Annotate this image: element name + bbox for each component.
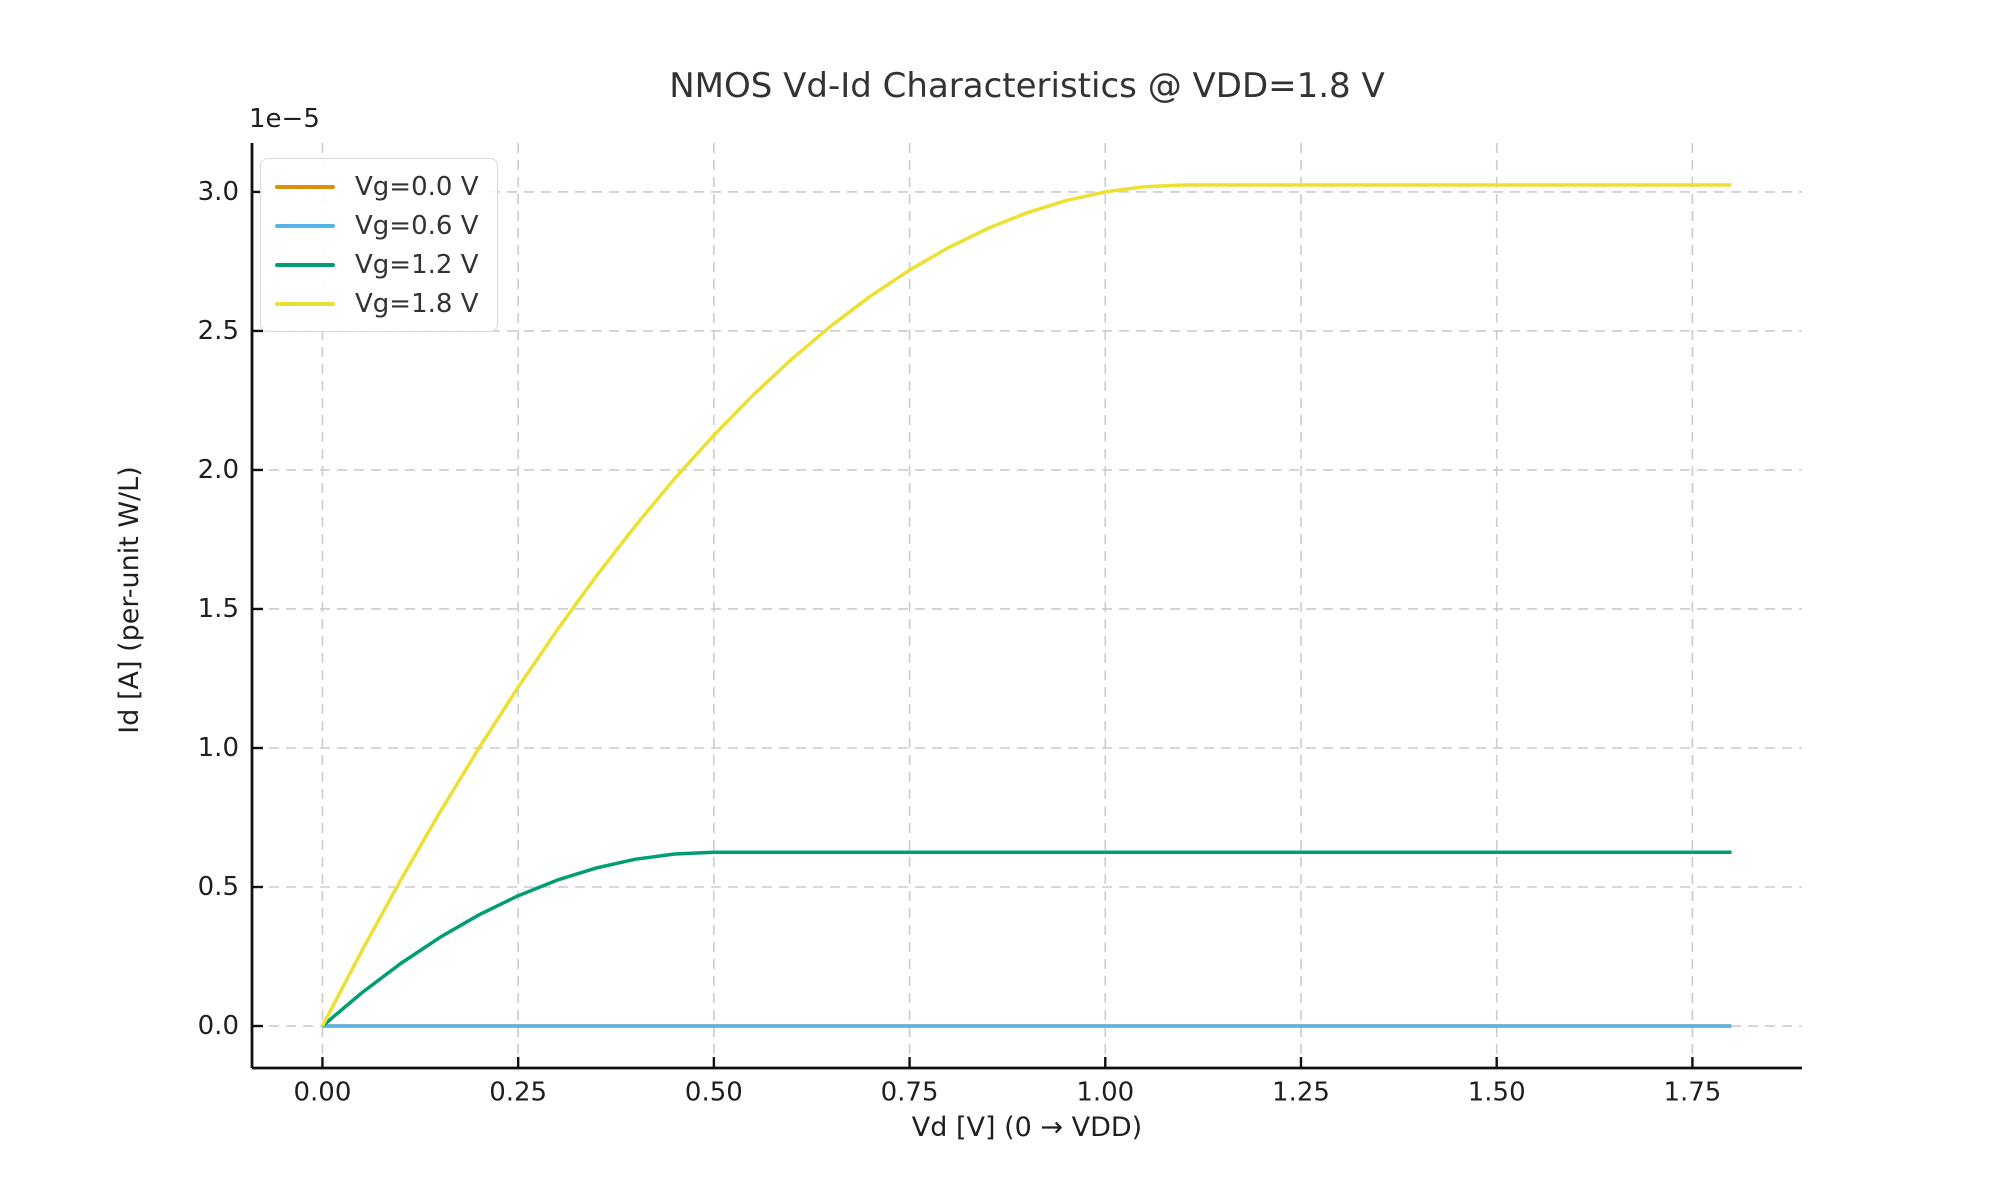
- legend-row: Vg=0.0 V: [261, 172, 497, 202]
- legend-line-swatch: [275, 301, 335, 306]
- legend-label: Vg=1.2 V: [355, 249, 479, 280]
- legend-row: Vg=1.2 V: [261, 250, 497, 280]
- y-tick-label: 1.5: [198, 594, 239, 624]
- x-tick-label: 1.00: [1076, 1077, 1134, 1107]
- y-tick-label: 2.5: [198, 316, 239, 346]
- y-axis-offset-text: 1e−5: [249, 104, 320, 134]
- legend-row: Vg=1.8 V: [261, 289, 497, 319]
- legend-label: Vg=0.6 V: [355, 210, 479, 241]
- x-tick-label: 0.25: [489, 1077, 547, 1107]
- x-tick-label: 1.50: [1468, 1077, 1526, 1107]
- x-tick-label: 0.50: [685, 1077, 743, 1107]
- series-line-vg-1.8-v: [320, 183, 1732, 1027]
- y-axis-label: Id [A] (per-unit W/L): [114, 466, 145, 734]
- legend-line-swatch: [275, 184, 335, 189]
- y-tick-label: 0.0: [198, 1011, 239, 1041]
- y-tick-label: 0.5: [198, 872, 239, 902]
- chart-title: NMOS Vd-Id Characteristics @ VDD=1.8 V: [669, 66, 1385, 106]
- x-axis-label: Vd [V] (0 → VDD): [911, 1112, 1143, 1143]
- legend-line-swatch: [275, 262, 335, 267]
- y-tick-label: 3.0: [198, 177, 239, 207]
- legend: Vg=0.0 V Vg=0.6 V Vg=1.2 V Vg=1.8 V: [260, 158, 498, 332]
- series-line-vg-1.2-v: [321, 850, 1732, 1028]
- x-tick-label: 1.25: [1272, 1077, 1330, 1107]
- y-tick-label: 2.0: [198, 455, 239, 485]
- x-tick-label: 0.00: [294, 1077, 352, 1107]
- y-tick-label: 1.0: [198, 733, 239, 763]
- x-tick-label: 1.75: [1663, 1077, 1721, 1107]
- legend-row: Vg=0.6 V: [261, 211, 497, 241]
- legend-label: Vg=0.0 V: [355, 171, 479, 202]
- legend-label: Vg=1.8 V: [355, 288, 479, 319]
- legend-line-swatch: [275, 223, 335, 228]
- x-tick-label: 0.75: [881, 1077, 939, 1107]
